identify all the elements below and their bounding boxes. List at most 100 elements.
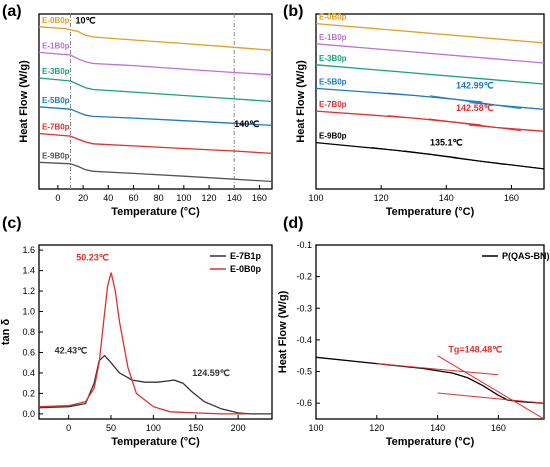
tangent-line (428, 118, 522, 132)
y-axis-label: tan δ (0, 319, 12, 346)
series-label: E-3B0p (319, 54, 347, 63)
plot-frame (38, 13, 273, 190)
series-label: E-1B0p (42, 41, 70, 50)
x-tick-label: 100 (176, 193, 191, 203)
y-tick-label: 1.0 (22, 307, 35, 317)
x-tick-label: 160 (504, 193, 519, 203)
x-tick-label: 60 (128, 193, 138, 203)
x-tick-label: 0 (66, 423, 71, 433)
x-tick-label: 120 (369, 423, 384, 433)
tangent-line (469, 102, 544, 110)
series-label: E-1B0p (319, 33, 347, 42)
y-tick-label: 1.2 (22, 286, 35, 296)
series-label: E-7B0p (42, 123, 70, 132)
x-tick-label: 40 (103, 193, 113, 203)
plot-area (39, 272, 272, 415)
series-line (316, 22, 544, 44)
annotation: 50.23℃ (76, 253, 109, 263)
x-tick-label: 50 (106, 423, 116, 433)
annotation: Tg=148.48℃ (448, 345, 502, 355)
x-tick-label: 150 (188, 423, 203, 433)
plot-area (316, 355, 544, 419)
legend-entry: E-0B0p (230, 264, 262, 274)
x-tick-label: 200 (231, 423, 246, 433)
y-tick-label: -0.3 (296, 303, 312, 313)
panel-b: (b) 100 120 140 160 Temperature (°C) Heat Flow… (283, 3, 545, 218)
x-tick-label: 100 (146, 423, 161, 433)
x-tick-label: 140 (430, 423, 445, 433)
series-label: E-9B0p (42, 151, 70, 160)
series-line (316, 43, 544, 64)
x-tick-label: 120 (202, 193, 217, 203)
y-axis-label: Heat Flow (W/g) (18, 60, 30, 143)
series-line (39, 132, 272, 155)
x-tick-label: 160 (252, 193, 267, 203)
y-tick-label: 1.4 (22, 266, 35, 276)
x-tick-label: 160 (491, 423, 506, 433)
annotation: 42.43℃ (55, 346, 88, 356)
series-label: E-3B0p (42, 67, 70, 76)
series-label: E-5B0p (42, 96, 70, 105)
x-tick-label: 100 (308, 423, 323, 433)
legend-entry: P(QAS-BN) (502, 251, 550, 261)
series-line (39, 77, 272, 103)
y-axis-label: Heat Flow (W/g) (277, 290, 289, 373)
x-axis-label: Temperature (°C) (111, 206, 200, 218)
x-tick-label: 140 (439, 193, 454, 203)
tangent-line (469, 124, 544, 132)
annotation: 10℃ (76, 16, 96, 26)
series-label: E-0B0p (42, 16, 70, 25)
panel-label: (d) (283, 215, 303, 232)
x-tick-label: 0 (55, 193, 60, 203)
panel-c: (c) 0 50 100 150 200 0.0 0.2 0.4 0.6 0.8 1.0 1.2 1.4 1… (0, 215, 273, 448)
x-tick-label: 20 (78, 193, 88, 203)
panel-a: (a) 0 20 40 60 80 100 120 140 160 Temperature (°C)… (2, 3, 273, 218)
series-label: E-9B0p (319, 132, 347, 141)
series-label: E-7B0p (319, 100, 347, 109)
x-tick-label: 100 (308, 193, 323, 203)
x-axis-label: Temperature (°C) (386, 206, 475, 218)
tangent-line (387, 92, 483, 103)
y-tick-label: -0.1 (296, 240, 312, 250)
panel-label: (b) (283, 3, 303, 20)
x-axis-label: Temperature (°C) (111, 436, 200, 448)
x-tick-label: 80 (154, 193, 164, 203)
legend-entry: E-7B1p (230, 251, 262, 261)
tangent-line (452, 157, 544, 170)
y-tick-label: 1.6 (22, 245, 35, 255)
series-line (39, 354, 272, 415)
plot-frame (315, 244, 545, 420)
series-line (39, 161, 272, 183)
y-tick-label: -0.4 (296, 335, 312, 345)
y-tick-label: -0.2 (296, 272, 312, 282)
y-tick-label: -0.5 (296, 367, 312, 377)
panel-label: (c) (2, 215, 22, 232)
tangent-line (437, 392, 544, 404)
x-tick-label: 140 (227, 193, 242, 203)
y-tick-label: -0.6 (296, 398, 312, 408)
x-axis-label: Temperature (°C) (386, 436, 475, 448)
plot-area (39, 14, 272, 189)
y-tick-label: 0.0 (22, 409, 35, 419)
series-line (39, 106, 272, 127)
series-line (316, 356, 544, 404)
y-tick-label: 0.2 (22, 388, 35, 398)
panel-d: (d) 100 120 140 160 -0.6 -0.5 -0.4 -0.3 -0.2 -0.1 T… (277, 215, 550, 448)
y-tick-label: 0.8 (22, 327, 35, 337)
x-tick-label: 120 (374, 193, 389, 203)
series-line (39, 272, 247, 415)
y-axis-label: Heat Flow (W/g) (295, 60, 307, 143)
y-tick-label: 0.4 (22, 368, 35, 378)
series-line (39, 51, 272, 76)
tangent-line (429, 95, 522, 110)
annotation: 124.59℃ (192, 368, 230, 378)
series-line (39, 26, 272, 51)
series-label: E-5B0p (319, 77, 347, 86)
tangent-line (376, 363, 499, 376)
tg-label: 142.58℃ (456, 103, 494, 113)
tangent-line (437, 355, 544, 419)
annotation: 140℃ (234, 119, 259, 129)
panel-label: (a) (2, 3, 22, 20)
series-line (316, 64, 544, 85)
